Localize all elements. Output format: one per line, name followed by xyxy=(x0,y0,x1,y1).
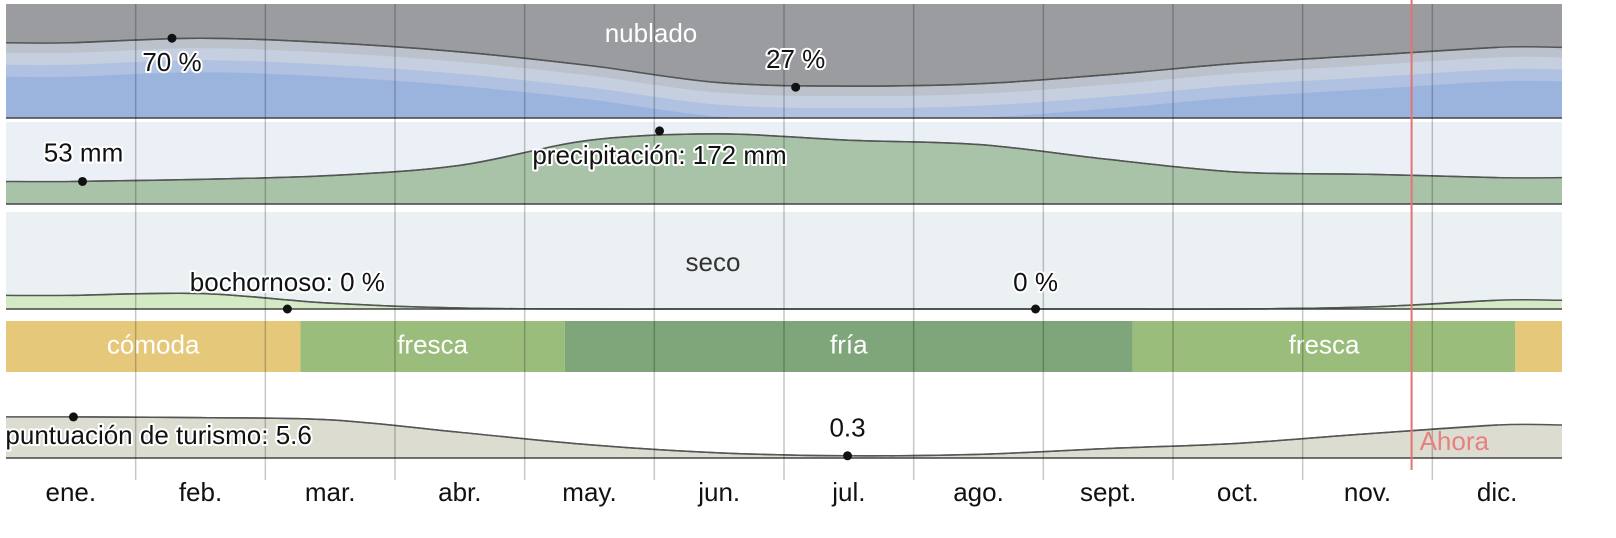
x-tick-label: may. xyxy=(562,477,616,507)
band-label: fresca xyxy=(1289,329,1360,359)
temperature-band xyxy=(1132,321,1516,372)
temperature-band xyxy=(6,321,301,372)
x-tick-label: abr. xyxy=(438,477,481,507)
x-tick-label: ago. xyxy=(953,477,1004,507)
cloud-layer xyxy=(6,72,1562,118)
panel-background xyxy=(6,212,1562,309)
x-tick-label: oct. xyxy=(1217,477,1259,507)
annotation-dot xyxy=(791,82,801,92)
annotation-label: 0.3 xyxy=(829,413,865,443)
area-fill xyxy=(6,133,1562,204)
curve xyxy=(70,37,1498,87)
curve xyxy=(70,133,1498,183)
area-fill xyxy=(6,416,1562,458)
band-label: fresca xyxy=(397,329,468,359)
x-tick-label: sept. xyxy=(1080,477,1136,507)
annotation-label: bochornoso: 0 % xyxy=(190,267,385,297)
annotation-dot xyxy=(1031,304,1041,314)
area-fill xyxy=(6,293,1562,310)
temperature-band xyxy=(564,321,1133,372)
annotation-dot xyxy=(78,176,88,186)
cloud-layers xyxy=(6,38,1562,118)
annotation-dot xyxy=(167,33,177,43)
curve xyxy=(70,416,1498,457)
x-tick-label: jun. xyxy=(697,477,740,507)
x-tick-label: nov. xyxy=(1344,477,1391,507)
annotation-dot xyxy=(282,304,292,314)
annotation-label: 0 % xyxy=(1013,267,1058,297)
x-tick-label: feb. xyxy=(179,477,222,507)
panel-title: seco xyxy=(686,247,741,277)
annotation-dot xyxy=(655,126,665,136)
annotation-label: precipitación: 172 mm xyxy=(532,140,786,170)
annotation-label: 70 % xyxy=(142,47,201,77)
annotation-dot xyxy=(843,451,853,461)
temperature-band xyxy=(1515,321,1562,372)
x-tick-label: mar. xyxy=(305,477,356,507)
x-tick-label: jul. xyxy=(831,477,865,507)
annotation-dot xyxy=(68,412,78,422)
annotation-label: 27 % xyxy=(766,44,825,74)
annotation-label: 53 mm xyxy=(44,137,123,167)
temperature-band xyxy=(300,321,565,372)
x-tick-label: ene. xyxy=(46,477,97,507)
band-label: cómoda xyxy=(107,329,200,359)
panel-title: nublado xyxy=(605,18,698,48)
x-tick-label: dic. xyxy=(1477,477,1517,507)
now-label: Ahora xyxy=(1420,426,1490,456)
annotation-label: puntuación de turismo: 5.6 xyxy=(5,420,311,450)
band-label: fría xyxy=(830,329,868,359)
